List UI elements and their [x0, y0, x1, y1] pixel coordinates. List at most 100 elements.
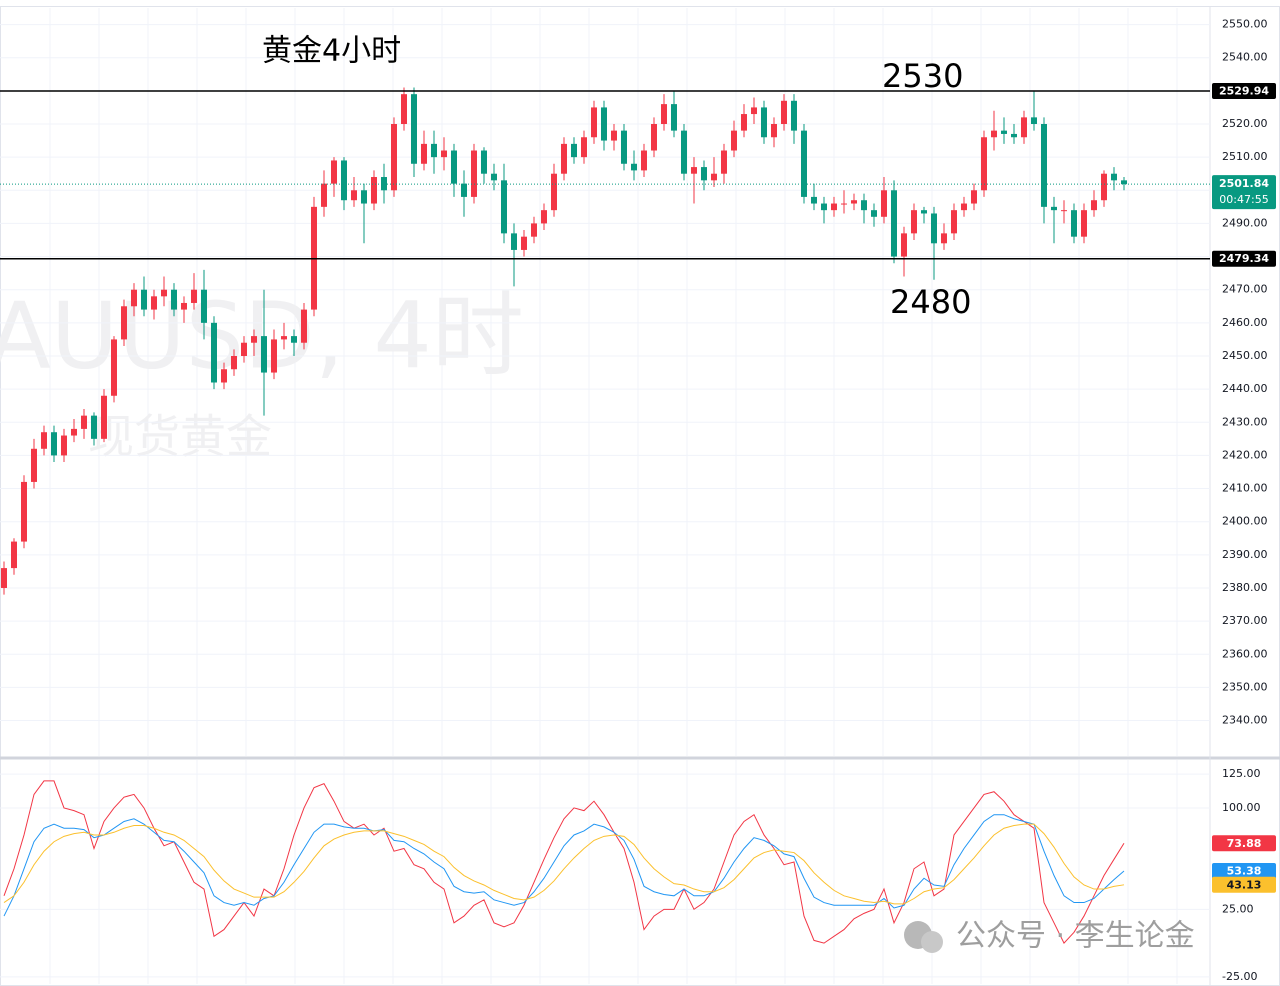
candle-body — [771, 123, 777, 138]
y-tick-label: 2350.00 — [1222, 680, 1268, 693]
candle-body — [191, 289, 197, 303]
y-tick-label: 2360.00 — [1222, 647, 1268, 660]
candle-body — [1, 568, 7, 588]
candle-body — [981, 137, 987, 191]
candle-body — [761, 107, 767, 138]
candle-body — [691, 167, 697, 174]
y-tick-label: 2540.00 — [1222, 51, 1268, 64]
y-tick-label: 2460.00 — [1222, 316, 1268, 329]
candle-body — [351, 190, 357, 201]
footer-text: 公众号 · 李生论金 — [956, 919, 1195, 954]
candle-body — [391, 123, 397, 191]
candle-body — [861, 200, 867, 211]
candle-body — [211, 322, 217, 383]
candle-body — [901, 233, 907, 257]
candle-body — [971, 190, 977, 204]
y-tick-label: 2430.00 — [1222, 415, 1268, 428]
candle-body — [881, 190, 887, 217]
indicator-value-label-bg — [1212, 835, 1276, 852]
candle-body — [651, 123, 657, 151]
candle-body — [271, 339, 277, 373]
candle-body — [921, 210, 927, 214]
indicator-line — [3, 823, 1125, 905]
footer-watermark: 公众号 · 李生论金 — [904, 919, 1195, 954]
candle-body — [171, 289, 177, 310]
candle-body — [1001, 130, 1007, 134]
indicator-value-label: 43.13 — [1227, 878, 1262, 891]
y-tick-label: 2410.00 — [1222, 482, 1268, 495]
candle-body — [571, 143, 577, 158]
y-tick-label: 2370.00 — [1222, 614, 1268, 627]
candle-body — [741, 114, 747, 131]
candle-body — [361, 190, 367, 204]
plot: 2340.00 2350.00 2360.00 2370.00 2380.00 2390.… — [0, 18, 1276, 983]
watermark-symbol: AUUSD, 4时 — [0, 282, 524, 389]
candle-body — [611, 130, 617, 141]
candle-body — [581, 137, 587, 158]
candle-body — [591, 107, 597, 138]
countdown-label: 00:47:55 — [1219, 193, 1268, 206]
candle-body — [671, 104, 677, 131]
wechat-icon — [921, 931, 943, 953]
candle-body — [371, 177, 377, 204]
y-tick-label: 2550.00 — [1222, 18, 1268, 31]
annotation-title: 黄金4小时 — [262, 34, 401, 69]
candle-body — [501, 180, 507, 234]
y-tick-label: 2340.00 — [1222, 714, 1268, 727]
candle-body — [481, 150, 487, 174]
candle-body — [451, 150, 457, 184]
candle-body — [821, 203, 827, 211]
candle-body — [601, 107, 607, 141]
candle-body — [511, 233, 517, 250]
candle-body — [101, 395, 107, 439]
candle-body — [731, 130, 737, 151]
candle-body — [281, 336, 287, 340]
candle-body — [911, 210, 917, 234]
candle-body — [621, 130, 627, 164]
indicator-value-label: 53.38 — [1227, 864, 1262, 877]
candle-body — [221, 369, 227, 383]
candle-body — [1031, 117, 1037, 124]
hline-label-bg — [1212, 250, 1276, 267]
candle-body — [551, 173, 557, 211]
candle-body — [71, 428, 77, 436]
candle-body — [1061, 210, 1067, 212]
candle-body — [721, 150, 727, 174]
hline-label-bg — [1212, 83, 1276, 100]
candle-body — [961, 203, 967, 211]
y-tick-label: 125.00 — [1222, 767, 1261, 780]
candle-body — [261, 336, 267, 373]
candle-body — [1081, 210, 1087, 237]
candle-body — [231, 355, 237, 370]
candle-body — [631, 163, 637, 171]
last-price-bg — [1212, 175, 1276, 210]
candle-body — [121, 306, 127, 340]
annotation-high: 2530 — [882, 57, 963, 95]
y-tick-label: -25.00 — [1222, 970, 1257, 983]
candle-body — [251, 336, 257, 343]
candle-body — [181, 302, 187, 310]
candle-body — [641, 150, 647, 171]
candle-body — [331, 160, 337, 184]
candle-body — [441, 150, 447, 158]
y-tick-label: 2420.00 — [1222, 448, 1268, 461]
candle-body — [1011, 133, 1017, 138]
candle-body — [21, 481, 27, 542]
candle-body — [421, 143, 427, 164]
candle-body — [891, 190, 897, 257]
candle-body — [681, 130, 687, 174]
candle-body — [711, 173, 717, 181]
watermark-name: 现货黄金 — [88, 410, 272, 464]
candle-body — [301, 309, 307, 343]
candle-body — [201, 289, 207, 323]
candle-body — [831, 203, 837, 211]
candle-body — [1021, 117, 1027, 138]
hline-label: 2529.94 — [1219, 85, 1269, 98]
y-tick-label: 2470.00 — [1222, 283, 1268, 296]
y-tick-label: 2400.00 — [1222, 515, 1268, 528]
indicator-value-label-bg — [1212, 876, 1276, 893]
candle-body — [111, 339, 117, 396]
candle-body — [471, 150, 477, 197]
candle-body — [561, 143, 567, 174]
candle-body — [381, 177, 387, 191]
